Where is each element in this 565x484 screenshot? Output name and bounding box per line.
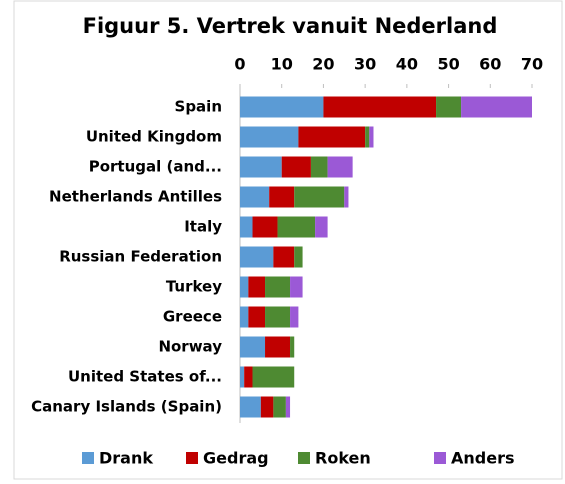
bar	[310, 156, 328, 178]
bar	[461, 96, 532, 118]
x-tick-label: 40	[396, 55, 418, 74]
bar	[240, 306, 249, 328]
x-tick-label: 0	[234, 55, 245, 74]
y-tick-label: Norway	[158, 338, 222, 356]
bar	[323, 96, 437, 118]
x-tick-label: 20	[312, 55, 334, 74]
y-tick-label: Portugal (and...	[89, 158, 222, 176]
legend-label: Drank	[99, 449, 153, 468]
bar	[265, 306, 291, 328]
legend-label: Gedrag	[203, 449, 269, 468]
x-tick-label: 10	[271, 55, 293, 74]
y-tick-label: Russian Federation	[59, 248, 222, 266]
bar	[248, 276, 266, 298]
bar	[265, 336, 291, 358]
legend-label: Roken	[315, 449, 371, 468]
bar	[298, 126, 366, 148]
bar	[315, 216, 328, 238]
bar	[240, 246, 274, 268]
y-tick-label: Turkey	[166, 278, 222, 296]
bar	[369, 126, 374, 148]
bar	[294, 186, 345, 208]
bar	[252, 216, 278, 238]
bar	[281, 156, 311, 178]
bar	[273, 246, 295, 268]
legend-swatch	[186, 452, 198, 464]
bar	[240, 186, 270, 208]
bar	[240, 396, 261, 418]
bar	[240, 276, 249, 298]
legend-label: Anders	[451, 449, 515, 468]
legend-swatch	[434, 452, 446, 464]
bar	[269, 186, 295, 208]
chart-frame	[13, 0, 563, 480]
legend-swatch	[82, 452, 94, 464]
bar	[248, 306, 266, 328]
y-tick-label: Greece	[163, 308, 222, 326]
bar	[436, 96, 462, 118]
bar	[240, 216, 253, 238]
y-tick-label: Spain	[175, 98, 222, 116]
bar	[260, 396, 274, 418]
bar	[244, 366, 253, 388]
y-tick-label: United States of...	[68, 368, 222, 386]
x-tick-label: 30	[354, 55, 376, 74]
bar	[344, 186, 349, 208]
bar	[290, 276, 303, 298]
y-tick-label: Netherlands Antilles	[49, 188, 222, 206]
bar	[277, 216, 316, 238]
x-tick-label: 70	[521, 55, 543, 74]
y-tick-label: Italy	[184, 218, 222, 236]
bar	[327, 156, 353, 178]
x-tick-label: 50	[437, 55, 459, 74]
chart-title: Figuur 5. Vertrek vanuit Nederland	[83, 14, 498, 38]
bar	[285, 396, 291, 418]
bar	[240, 96, 324, 118]
bar	[265, 276, 291, 298]
bar	[240, 156, 282, 178]
y-tick-label: Canary Islands (Spain)	[31, 398, 222, 416]
bar	[365, 126, 370, 148]
bar	[294, 246, 303, 268]
bar	[252, 366, 295, 388]
bar	[240, 336, 266, 358]
bar	[290, 336, 295, 358]
bar	[273, 396, 286, 418]
bar	[240, 366, 245, 388]
y-tick-label: United Kingdom	[86, 128, 222, 146]
bar	[240, 126, 299, 148]
x-tick-label: 60	[479, 55, 501, 74]
bar	[290, 306, 299, 328]
legend-swatch	[298, 452, 310, 464]
